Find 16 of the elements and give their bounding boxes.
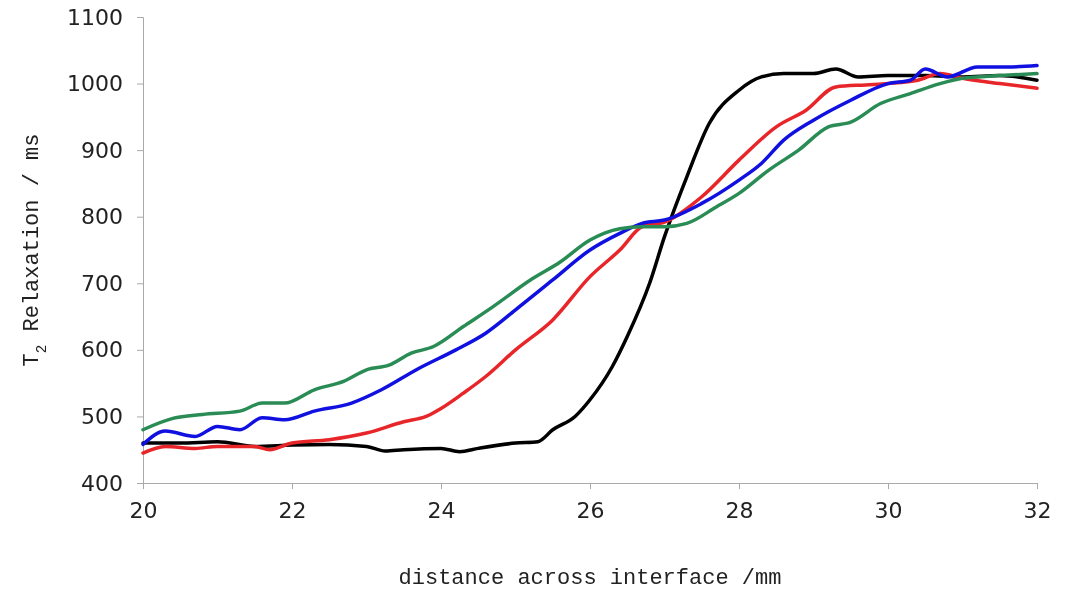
y-tick-label: 400 <box>81 470 123 496</box>
x-tick-label: 30 <box>874 498 903 524</box>
x-tick-label: 24 <box>427 498 456 524</box>
y-tick-label: 900 <box>81 137 123 163</box>
x-axis-title: distance across interface /mm <box>398 566 782 591</box>
x-tick-label: 28 <box>725 498 754 524</box>
x-tick-label: 20 <box>129 498 158 524</box>
y-tick-label: 600 <box>81 337 123 363</box>
x-tick-label: 26 <box>576 498 605 524</box>
y-tick-label: 700 <box>81 270 123 296</box>
y-tick-label: 800 <box>81 204 123 230</box>
x-tick-label: 32 <box>1023 498 1052 524</box>
y-tick-label: 1000 <box>67 71 123 97</box>
y-tick-label: 500 <box>81 403 123 429</box>
y-tick-label: 1100 <box>67 4 123 30</box>
x-tick-label: 22 <box>278 498 307 524</box>
